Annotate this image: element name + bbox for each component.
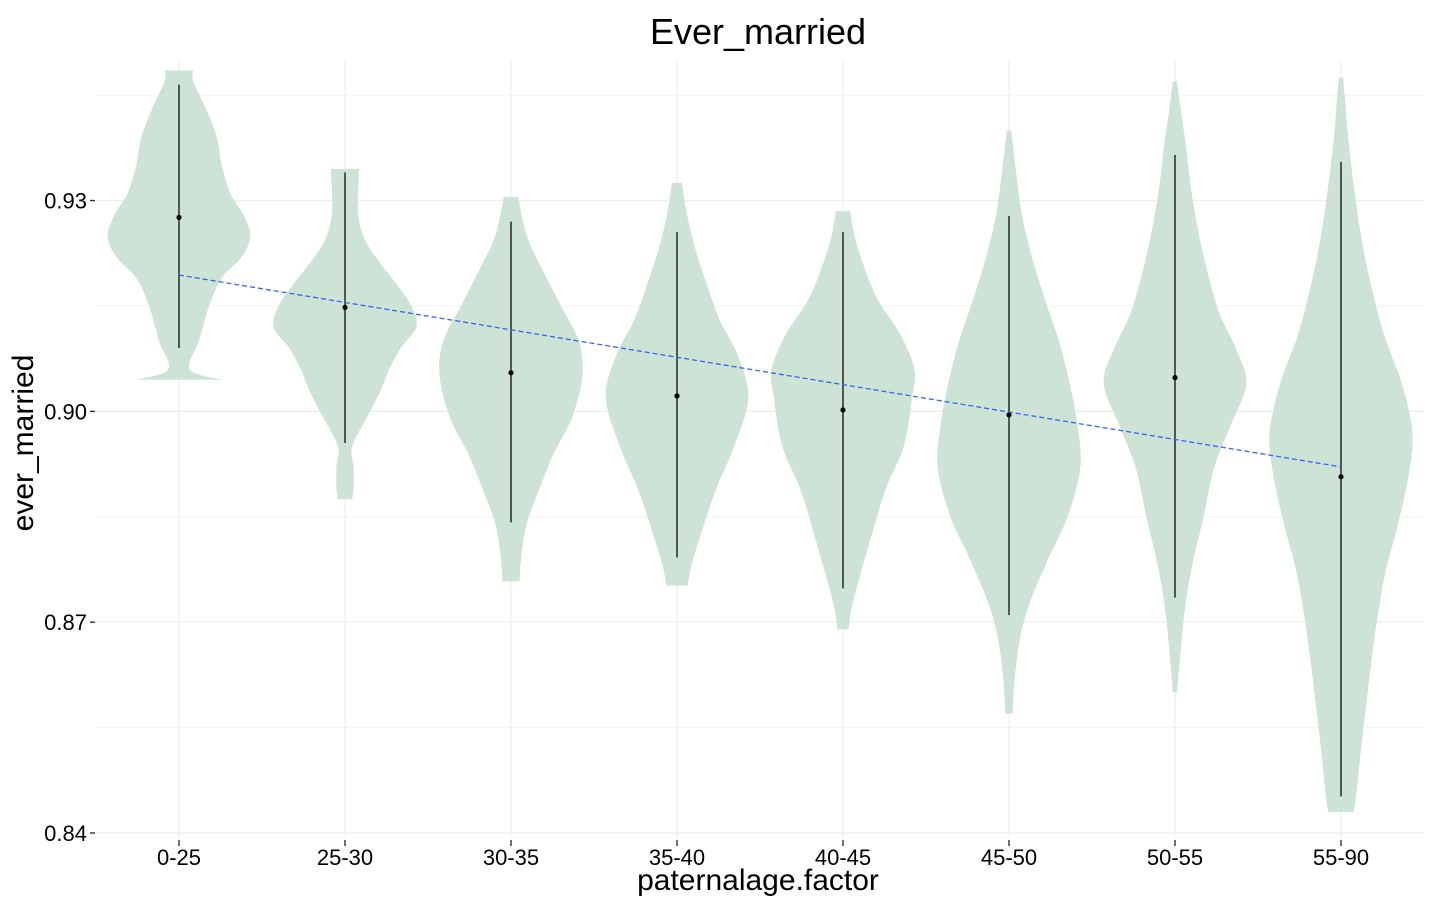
y-axis-title: ever_married xyxy=(7,355,40,532)
violin-mean-point-25-30 xyxy=(342,304,348,310)
violin-mean-point-30-35 xyxy=(508,370,514,376)
violin-series xyxy=(107,70,1413,812)
violin-mean-point-0-25 xyxy=(176,214,182,221)
violin-mean-point-40-45 xyxy=(840,407,846,413)
trend-line xyxy=(178,274,1342,468)
chart-title: Ever_married xyxy=(650,11,866,52)
x-axis-tick-label: 35-40 xyxy=(649,845,705,870)
violin-mean-point-50-55 xyxy=(1172,375,1178,381)
grid-lines xyxy=(96,60,1424,840)
x-axis-title: paternalage.factor xyxy=(637,864,879,897)
y-axis-tick-label: 0.84 xyxy=(44,821,87,846)
violin-mean-point-35-40 xyxy=(674,393,680,399)
axes: 0.84 0.87 0.90 0.93 0-25 25-30 30-35 35-40 40-45… xyxy=(44,189,1369,870)
x-axis-tick-label: 25-30 xyxy=(317,845,373,870)
x-axis-tick-label: 30-35 xyxy=(483,845,539,870)
violin-mean-point-45-50 xyxy=(1006,412,1012,418)
violin-mean-point-55-90 xyxy=(1338,474,1344,480)
x-axis-tick-label: 50-55 xyxy=(1147,845,1203,870)
y-axis-tick-label: 0.93 xyxy=(44,189,87,214)
trend-line-layer xyxy=(178,274,1342,468)
y-axis-tick-label: 0.90 xyxy=(44,399,87,424)
x-axis-tick-label: 45-50 xyxy=(981,845,1037,870)
y-axis-tick-label: 0.87 xyxy=(44,610,87,635)
x-axis-tick-label: 0-25 xyxy=(157,845,201,870)
x-axis-tick-label: 55-90 xyxy=(1313,845,1369,870)
x-axis-tick-label: 40-45 xyxy=(815,845,871,870)
